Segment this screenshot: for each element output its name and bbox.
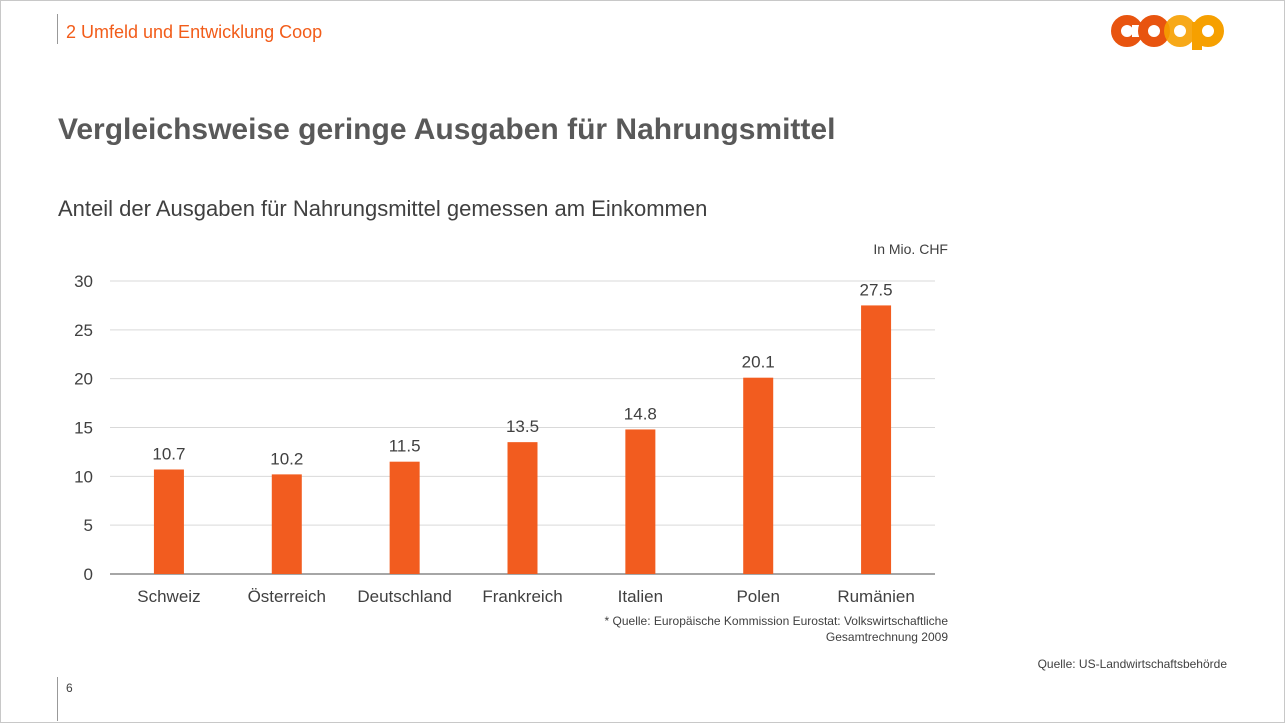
- x-tick-label: Polen: [736, 587, 779, 606]
- page-number: 6: [66, 681, 73, 695]
- logo-o2: [1164, 15, 1196, 47]
- data-label: 10.7: [152, 444, 185, 463]
- bar: [389, 461, 420, 574]
- data-label: 13.5: [506, 417, 539, 436]
- section-label: 2 Umfeld und Entwicklung Coop: [66, 22, 323, 42]
- unit-label: In Mio. CHF: [873, 241, 948, 257]
- x-tick-label: Schweiz: [137, 587, 200, 606]
- y-tick-label: 5: [84, 516, 93, 535]
- x-tick-label: Rumänien: [837, 587, 915, 606]
- y-tick-label: 0: [84, 565, 93, 584]
- data-label: 11.5: [389, 437, 421, 456]
- y-tick-label: 25: [74, 321, 93, 340]
- y-tick-label: 15: [74, 419, 93, 438]
- logo-p-stem: [1192, 22, 1202, 50]
- footnote-line1: * Quelle: Europäische Kommission Eurosta…: [604, 614, 948, 628]
- bar: [861, 305, 892, 574]
- data-label: 20.1: [742, 353, 775, 372]
- x-tick-label: Frankreich: [482, 587, 562, 606]
- x-tick-label: Italien: [618, 587, 663, 606]
- footer-divider: [57, 677, 58, 721]
- bar: [507, 442, 538, 574]
- data-label: 14.8: [624, 404, 657, 423]
- source-note: Quelle: US-Landwirtschaftsbehörde: [1037, 657, 1227, 671]
- data-label: 10.2: [270, 449, 303, 468]
- chart-subtitle: Anteil der Ausgaben für Nahrungsmittel g…: [58, 196, 708, 221]
- coop-logo: [1111, 15, 1224, 50]
- x-tick-label: Österreich: [248, 587, 326, 606]
- y-tick-label: 10: [74, 467, 93, 486]
- header-divider: [57, 14, 58, 44]
- bar: [153, 469, 184, 574]
- bar: [271, 474, 302, 574]
- chart-footnote: * Quelle: Europäische Kommission Eurosta…: [605, 613, 948, 645]
- footnote-line2: Gesamtrechnung 2009: [825, 630, 948, 644]
- data-label: 27.5: [860, 280, 893, 299]
- bar: [743, 377, 774, 574]
- x-tick-label: Deutschland: [357, 587, 452, 606]
- page-title: Vergleichsweise geringe Ausgaben für Nah…: [58, 113, 836, 146]
- y-tick-label: 30: [74, 272, 93, 291]
- bar: [625, 429, 656, 574]
- y-tick-label: 20: [74, 370, 93, 389]
